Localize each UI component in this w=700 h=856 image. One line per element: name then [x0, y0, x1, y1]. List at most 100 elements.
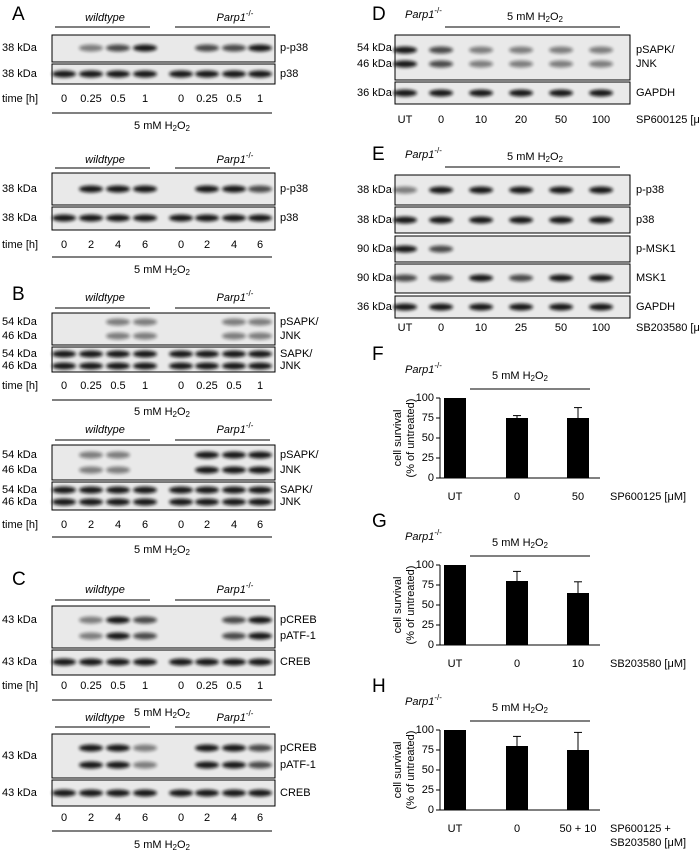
- band: [248, 632, 272, 640]
- band: [195, 744, 219, 752]
- genotype-sup: -/-: [434, 6, 442, 15]
- treatment-part: O: [535, 537, 544, 549]
- kda-label: 43 kDa: [2, 656, 38, 668]
- lane-label: 0.25: [196, 380, 217, 392]
- band: [222, 658, 246, 666]
- band: [429, 60, 453, 68]
- panel-letter: A: [12, 4, 25, 25]
- protein-label: CREB: [280, 656, 311, 668]
- lane-label: 4: [231, 519, 237, 531]
- lane-label: 0: [178, 812, 184, 824]
- kda-label: 54 kDa: [2, 348, 38, 360]
- treatment-part: 2: [186, 843, 191, 852]
- lane-label: 0.25: [196, 680, 217, 692]
- protein-label: p-p38: [280, 183, 308, 195]
- genotype-name: Parp1: [217, 292, 246, 304]
- genotype-name: Parp1: [405, 364, 434, 376]
- band: [106, 466, 130, 474]
- y-tick-label: 100: [416, 559, 434, 571]
- x-axis-label: SB203580 [μM]: [610, 837, 686, 849]
- treatment-part: O: [177, 707, 186, 719]
- band: [52, 350, 76, 358]
- panel-letter: G: [372, 511, 387, 532]
- y-axis-label: cell survival: [392, 742, 404, 799]
- kda-label: 43 kDa: [2, 787, 38, 799]
- band: [106, 616, 130, 624]
- band: [133, 486, 157, 494]
- genotype-name: wildtype: [85, 712, 125, 724]
- band: [169, 498, 193, 506]
- treatment-part: 2: [546, 15, 551, 24]
- bar: [567, 593, 589, 645]
- kda-label: 90 kDa: [357, 272, 393, 284]
- y-axis-label: (% of untreated): [405, 399, 417, 478]
- genotype-name: wildtype: [85, 12, 125, 24]
- kda-label: 54 kDa: [2, 449, 38, 461]
- protein-label: JNK: [280, 360, 301, 372]
- genotype-sup: -/-: [434, 361, 442, 370]
- panel-letter: B: [12, 284, 25, 305]
- band: [248, 214, 272, 222]
- band: [589, 186, 613, 194]
- treatment-part: 2: [173, 124, 178, 133]
- protein-label: p38: [636, 214, 654, 226]
- band: [222, 632, 246, 640]
- kda-label: 38 kDa: [2, 42, 38, 54]
- treatment-part: 2: [559, 15, 564, 24]
- lane-label: 1: [142, 680, 148, 692]
- treatment: 5 mM H2O2: [134, 264, 191, 277]
- protein-label: p-p38: [280, 42, 308, 54]
- band: [195, 658, 219, 666]
- treatment: 5 mM H2O2: [134, 544, 191, 557]
- lane-label: 0.5: [226, 93, 241, 105]
- band: [393, 186, 417, 194]
- band: [106, 789, 130, 797]
- y-axis-label: (% of untreated): [405, 731, 417, 810]
- genotype: Parp1-/-: [405, 6, 442, 21]
- x-axis-label: SB203580 [μM]: [610, 658, 686, 670]
- y-axis-label: cell survival: [392, 410, 404, 467]
- band: [248, 350, 272, 358]
- band: [222, 498, 246, 506]
- x-tick-label: UT: [448, 658, 463, 670]
- band: [133, 362, 157, 370]
- treatment-part: O: [550, 11, 559, 23]
- y-axis-label: (% of untreated): [405, 566, 417, 645]
- band: [195, 350, 219, 358]
- genotype-name: wildtype: [85, 292, 125, 304]
- band: [222, 466, 246, 474]
- band: [169, 350, 193, 358]
- lane-label: 0.5: [110, 380, 125, 392]
- y-tick-label: 0: [428, 804, 434, 816]
- treatment: 5 mM H2O2: [134, 406, 191, 419]
- lane-label: 10: [475, 322, 487, 334]
- lane-label: 0: [61, 812, 67, 824]
- band: [79, 466, 103, 474]
- band: [248, 658, 272, 666]
- treatment: 5 mM H2O2: [492, 370, 549, 383]
- genotype: wildtype: [85, 584, 125, 596]
- genotype-name: wildtype: [85, 424, 125, 436]
- band: [169, 658, 193, 666]
- treatment-part: 2: [186, 268, 191, 277]
- treatment-part: 5 mM H: [492, 537, 531, 549]
- genotype-name: Parp1: [217, 154, 246, 166]
- kda-label: 54 kDa: [2, 484, 38, 496]
- lane-label: 0: [178, 519, 184, 531]
- band: [79, 632, 103, 640]
- band: [509, 46, 533, 54]
- band: [589, 60, 613, 68]
- treatment: 5 mM H2O2: [492, 702, 549, 715]
- band: [195, 362, 219, 370]
- genotype-sup: -/-: [246, 581, 254, 590]
- band: [195, 185, 219, 193]
- band: [106, 632, 130, 640]
- band: [169, 70, 193, 78]
- treatment-part: 2: [173, 548, 178, 557]
- band: [133, 616, 157, 624]
- band: [549, 216, 573, 224]
- band: [469, 274, 493, 282]
- bar: [506, 581, 528, 645]
- genotype-sup: -/-: [246, 151, 254, 160]
- bar: [444, 398, 466, 478]
